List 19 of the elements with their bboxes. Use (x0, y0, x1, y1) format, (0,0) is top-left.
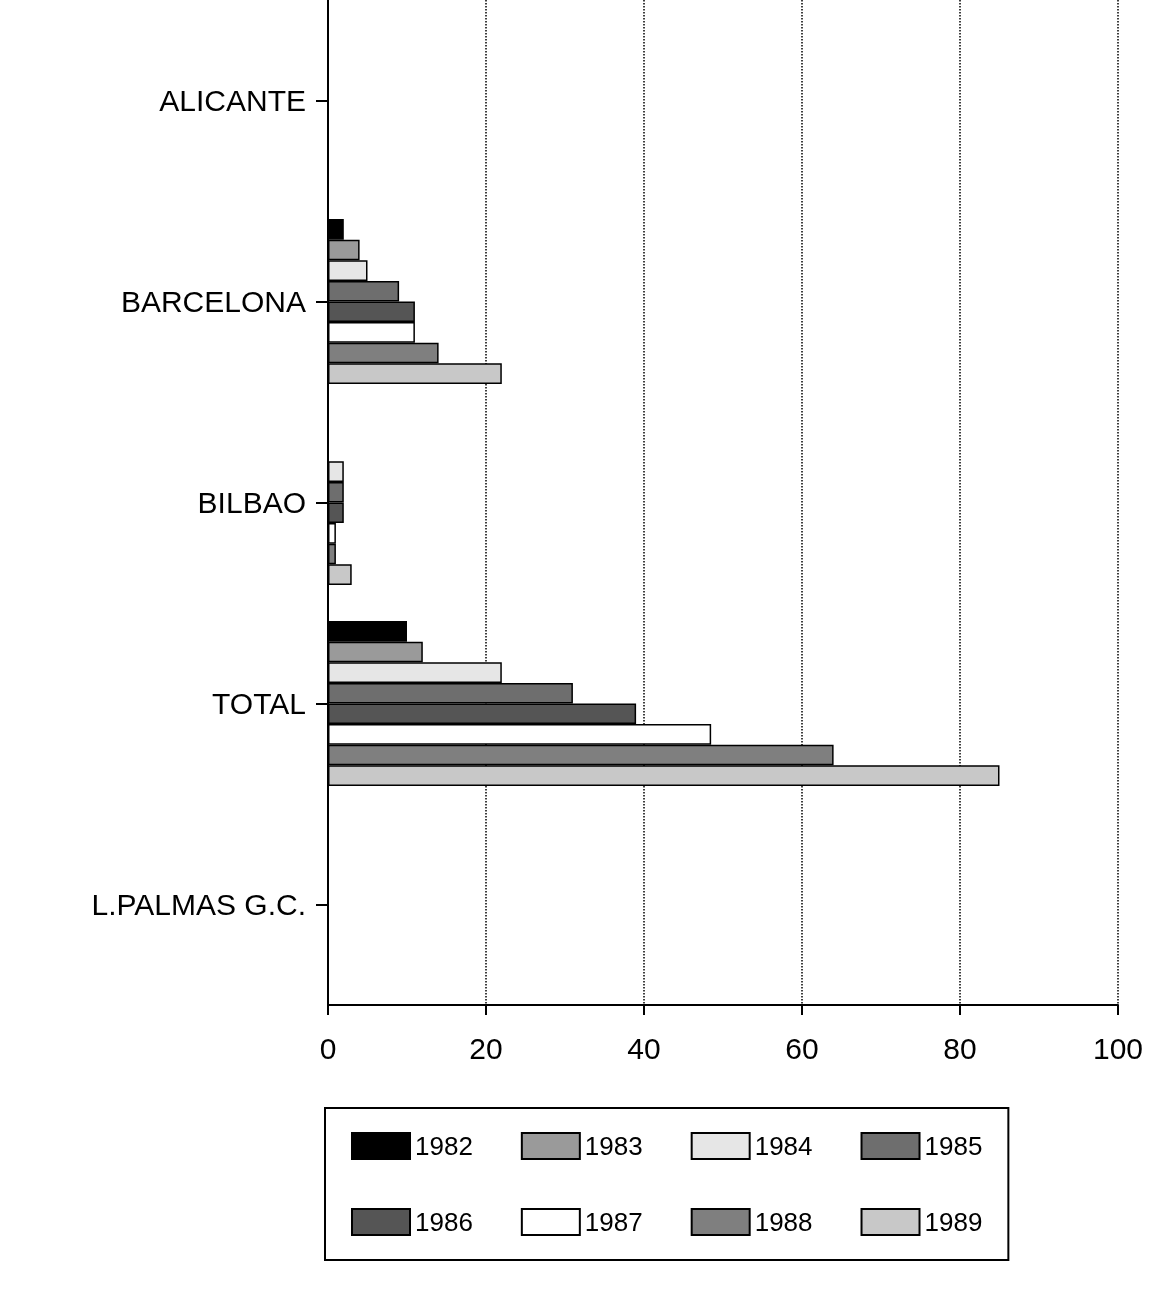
legend-label: 1983 (584, 1131, 643, 1161)
y-tick-label: BARCELONA (120, 285, 306, 318)
legend-label: 1988 (754, 1207, 813, 1237)
y-tick-label: ALICANTE (159, 84, 306, 117)
y-tick-label: TOTAL (212, 687, 306, 720)
legend-label: 1984 (754, 1131, 813, 1161)
x-tick-label: 20 (469, 1031, 503, 1065)
x-tick-label: 40 (627, 1031, 661, 1065)
y-tick-label: L.PALMAS G.C. (91, 888, 306, 921)
legend-label: 1987 (584, 1207, 643, 1237)
legend-label: 1986 (415, 1207, 473, 1237)
x-tick-label: 0 (319, 1031, 337, 1065)
y-tick-label: BILBAO (197, 486, 306, 519)
x-tick-label: 100 (1092, 1031, 1144, 1065)
legend-label: 1985 (924, 1131, 983, 1161)
x-tick-label: 60 (785, 1031, 819, 1065)
legend-label: 1989 (924, 1207, 983, 1237)
x-tick-label: 80 (943, 1031, 977, 1065)
legend-label: 1982 (415, 1131, 473, 1161)
